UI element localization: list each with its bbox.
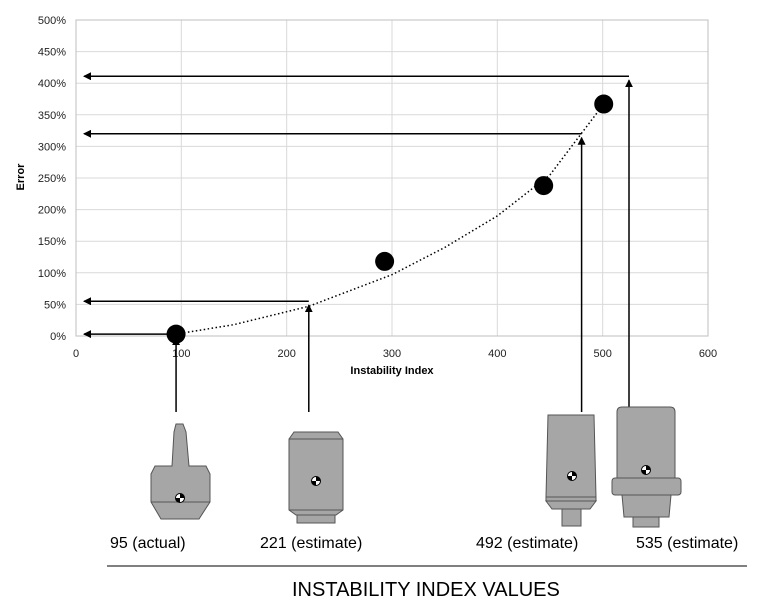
y-tick-label: 450% [38,47,66,59]
y-tick-label: 500% [38,15,66,27]
y-axis-title: Error [15,163,27,191]
cg-symbol-icon [311,476,321,486]
data-point [534,176,554,196]
data-point [375,251,395,271]
x-tick-labels: 0 100 200 300 400 500 600 [73,348,717,360]
x-tick-label: 0 [73,348,79,360]
y-tick-label: 50% [44,299,66,311]
trendline-path [175,103,605,335]
cg-symbol-icon [567,471,577,481]
data-point [594,94,614,114]
y-tick-label: 300% [38,141,66,153]
cg-symbol-icon [175,493,185,503]
footer-title: INSTABILITY INDEX VALUES [292,579,560,601]
value-label-492: 492 (estimate) [476,535,578,552]
y-tick-label: 150% [38,236,66,248]
plot-border [75,19,709,337]
y-tick-label: 400% [38,78,66,90]
arrows [83,72,633,412]
x-tick-label: 400 [488,348,506,360]
x-tick-label: 500 [593,348,611,360]
x-tick-label: 100 [172,348,190,360]
shape-95-tapered [150,423,211,520]
data-points [166,94,614,344]
grid-lines [75,19,709,337]
x-tick-label: 600 [699,348,717,360]
y-tick-label: 100% [38,268,66,280]
cg-symbol-icon [641,465,651,475]
y-tick-label: 250% [38,173,66,185]
shape-492-tall-cylinder [545,414,597,527]
y-tick-label: 350% [38,110,66,122]
value-label-95: 95 (actual) [110,535,186,552]
x-axis-title: Instability Index [350,365,434,377]
y-tick-labels: 0% 50% 100% 150% 200% 250% 300% 350% 400% 450% 500… [38,15,66,343]
trendline [175,103,605,335]
data-point [166,324,186,344]
value-label-221: 221 (estimate) [260,535,362,552]
shape-535-flanged [611,406,682,528]
x-tick-label: 200 [277,348,295,360]
x-tick-label: 300 [383,348,401,360]
shape-221-cylinder [288,431,344,524]
y-tick-label: 200% [38,205,66,217]
y-tick-label: 0% [50,331,66,343]
value-label-535: 535 (estimate) [636,535,738,552]
